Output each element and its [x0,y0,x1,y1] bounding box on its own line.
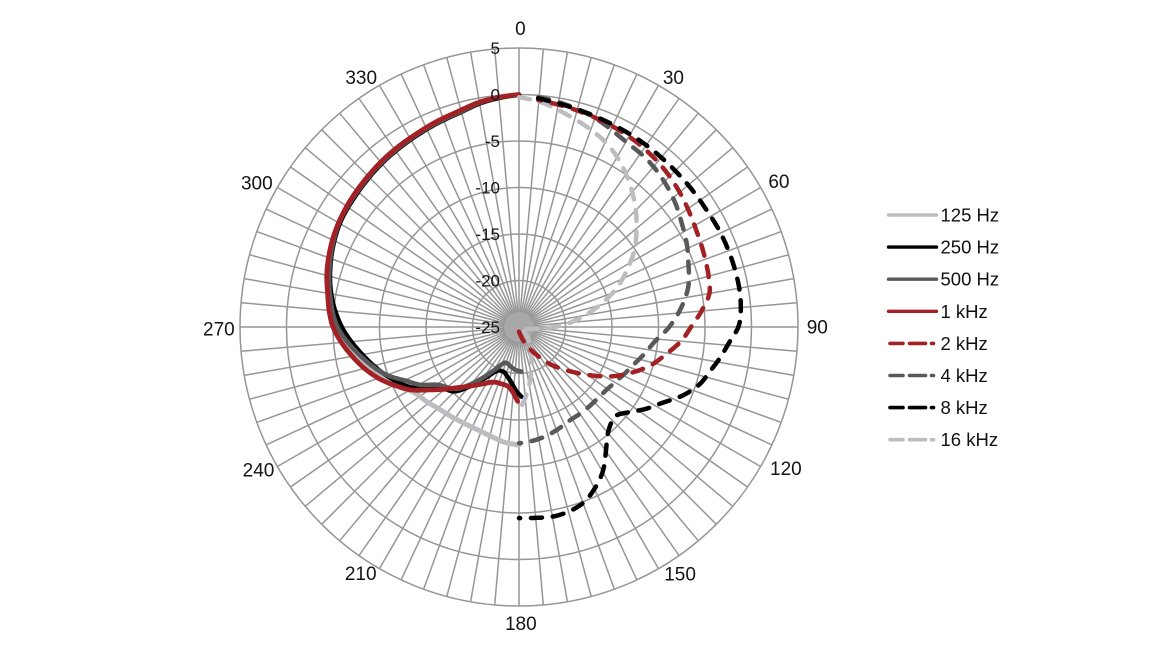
svg-text:2 kHz: 2 kHz [941,333,988,354]
svg-text:60: 60 [768,172,789,193]
svg-text:150: 150 [664,565,696,586]
svg-text:90: 90 [807,317,828,338]
svg-text:500 Hz: 500 Hz [941,269,1000,290]
svg-text:5: 5 [491,39,500,58]
svg-text:0: 0 [515,19,526,40]
svg-text:250 Hz: 250 Hz [941,237,1000,258]
svg-text:125 Hz: 125 Hz [941,205,1000,226]
svg-text:30: 30 [663,68,684,89]
svg-text:0: 0 [491,86,500,105]
svg-text:270: 270 [203,319,235,340]
svg-text:8 kHz: 8 kHz [941,397,988,418]
svg-text:1 kHz: 1 kHz [941,301,988,322]
svg-text:180: 180 [505,614,537,635]
svg-text:240: 240 [243,460,275,481]
svg-text:300: 300 [241,173,273,194]
svg-text:-20: -20 [475,272,500,291]
svg-text:-25: -25 [475,318,500,337]
svg-text:-5: -5 [485,132,500,151]
svg-text:4 kHz: 4 kHz [941,365,988,386]
svg-text:-10: -10 [475,179,500,198]
svg-text:-15: -15 [475,225,500,244]
svg-text:16 kHz: 16 kHz [941,429,999,450]
svg-text:120: 120 [770,459,802,480]
svg-text:330: 330 [345,68,377,89]
svg-text:210: 210 [345,564,377,585]
